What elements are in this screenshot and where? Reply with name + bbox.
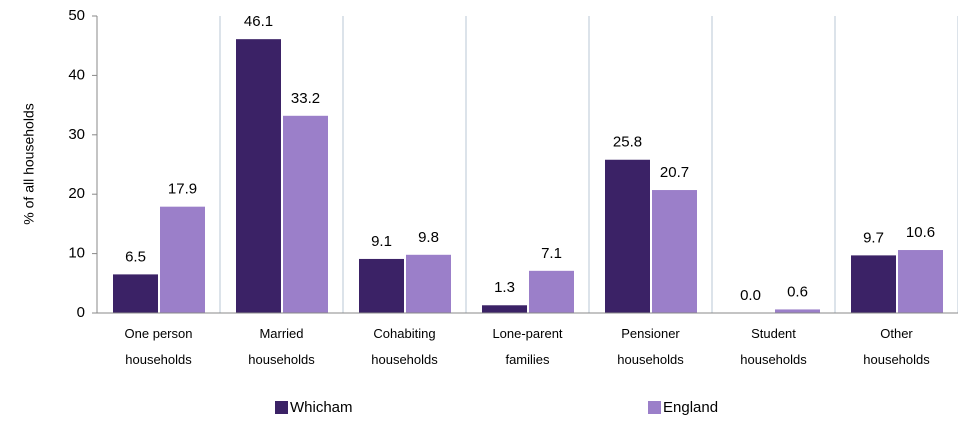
legend-swatch	[275, 401, 288, 414]
bar	[113, 274, 158, 313]
x-tick-label-box: One person households	[124, 326, 193, 367]
value-label: 9.8	[418, 229, 439, 246]
bar	[529, 270, 574, 313]
x-tick-label: Cohabiting households	[371, 326, 438, 367]
bar	[236, 39, 281, 313]
y-tick-label: 10	[68, 245, 85, 262]
bar	[775, 309, 820, 313]
x-tick-label: Pensioner households	[617, 326, 684, 367]
y-tick-label: 50	[68, 7, 85, 24]
value-label: 0.0	[740, 287, 761, 304]
y-tick-label: 20	[68, 185, 85, 202]
bar	[851, 255, 896, 313]
y-tick-label: 40	[68, 66, 85, 83]
value-label: 9.1	[371, 233, 392, 250]
value-label: 20.7	[660, 164, 689, 181]
bar	[898, 250, 943, 313]
bar	[406, 254, 451, 313]
y-axis-label: % of all households	[21, 103, 37, 224]
x-tick-label-box: Married households	[248, 326, 315, 367]
bar	[482, 305, 527, 313]
value-label: 0.6	[787, 283, 808, 300]
legend-swatch	[648, 401, 661, 414]
value-label: 17.9	[168, 181, 197, 198]
value-label: 33.2	[291, 90, 320, 107]
bar	[160, 206, 205, 313]
y-tick-label: 0	[77, 304, 85, 321]
value-label: 46.1	[244, 13, 273, 30]
legend-label: Whicham	[290, 399, 353, 416]
value-label: 7.1	[541, 245, 562, 262]
x-tick-label: Student households	[740, 326, 807, 367]
value-label: 1.3	[494, 279, 515, 296]
x-tick-label: Married households	[248, 326, 315, 367]
bar	[652, 190, 697, 313]
x-tick-label: Other households	[863, 326, 930, 367]
bar	[283, 115, 328, 314]
x-tick-label: Lone-parent families	[492, 326, 563, 367]
x-tick-label-box: Other households	[863, 326, 930, 367]
bar	[605, 159, 650, 313]
x-tick-label-box: Cohabiting households	[371, 326, 438, 367]
y-tick-label: 30	[68, 126, 85, 143]
x-tick-label-box: Pensioner households	[617, 326, 684, 367]
bar	[359, 258, 404, 313]
value-label: 9.7	[863, 229, 884, 246]
value-label: 10.6	[906, 224, 935, 241]
value-label: 6.5	[125, 248, 146, 265]
value-label: 25.8	[613, 134, 642, 151]
x-tick-label: One person households	[124, 326, 193, 367]
legend-label: England	[663, 399, 718, 416]
x-tick-label-box: Lone-parent families	[492, 326, 563, 367]
x-tick-label-box: Student households	[740, 326, 807, 367]
